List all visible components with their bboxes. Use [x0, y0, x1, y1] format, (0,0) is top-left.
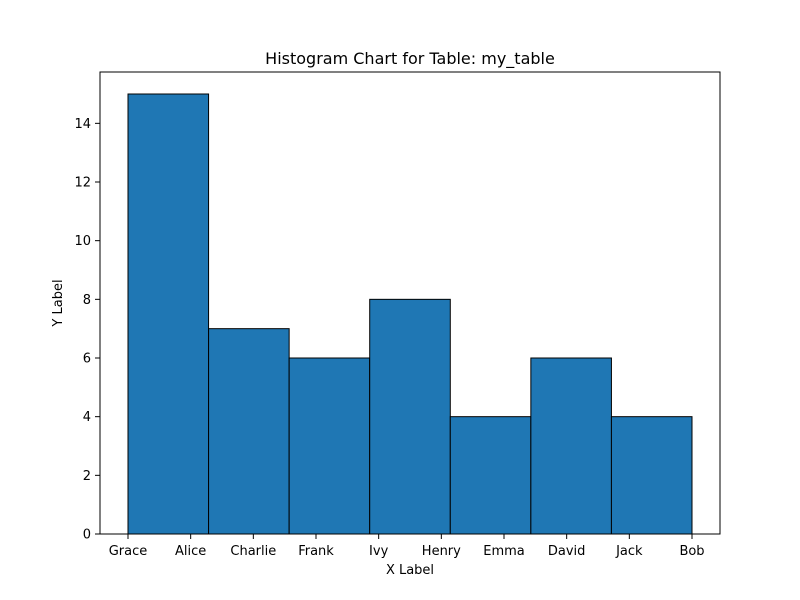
chart-title: Histogram Chart for Table: my_table — [265, 49, 555, 69]
x-tick-label: Ivy — [369, 544, 389, 559]
y-tick-label: 4 — [83, 410, 91, 425]
y-tick-label: 6 — [83, 352, 91, 367]
histogram-bar-7 — [610, 416, 693, 535]
x-tick-label: Frank — [298, 544, 334, 559]
histogram-bar-3 — [288, 357, 371, 535]
histogram-bar-5 — [449, 416, 532, 535]
histogram-bar-2 — [208, 328, 290, 535]
x-tick-label: Charlie — [230, 544, 276, 559]
y-tick-label: 2 — [83, 469, 91, 484]
bars-group — [127, 93, 693, 535]
x-axis-ticks: Grace Alice Charlie Frank Ivy Henry Emma David J… — [109, 534, 705, 559]
histogram-bar-6 — [530, 357, 612, 535]
x-tick-label: Bob — [679, 544, 704, 559]
x-tick-label: Henry — [422, 544, 461, 559]
histogram-bar-4 — [369, 298, 451, 535]
y-tick-label: 0 — [83, 528, 91, 543]
y-tick-label: 8 — [83, 293, 91, 308]
y-tick-label: 12 — [74, 176, 91, 191]
y-axis-label: Y Label — [51, 279, 66, 327]
y-axis-ticks: 0 2 4 6 8 10 12 14 — [74, 117, 100, 543]
histogram-bar-1 — [127, 93, 210, 535]
x-tick-label: Emma — [483, 544, 525, 559]
x-tick-label: Jack — [615, 544, 643, 559]
y-tick-label: 14 — [74, 117, 91, 132]
x-tick-label: Grace — [109, 544, 148, 559]
x-axis-label: X Label — [386, 563, 434, 578]
y-tick-label: 10 — [74, 234, 91, 249]
x-tick-label: David — [548, 544, 586, 559]
x-tick-label: Alice — [175, 544, 206, 559]
plot-frame — [99, 71, 721, 535]
